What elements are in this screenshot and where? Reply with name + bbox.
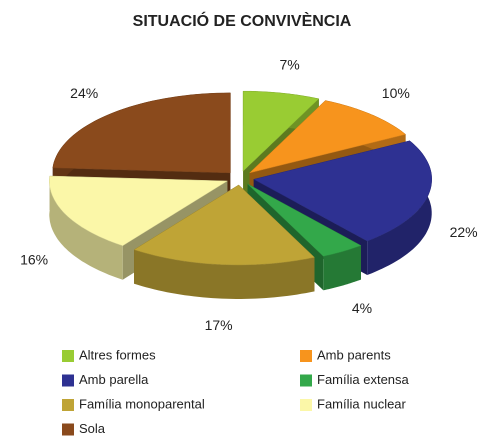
slice-side: [134, 249, 315, 299]
data-label: 7%: [279, 57, 299, 73]
data-label: 17%: [205, 317, 233, 333]
slice-top: [248, 100, 407, 174]
legend-swatch: [62, 399, 74, 411]
slice-top: [133, 184, 316, 266]
slice-top: [52, 92, 231, 174]
slice-top: [49, 175, 229, 246]
data-label: 24%: [70, 85, 98, 101]
legend-label: Amb parents: [317, 347, 391, 362]
legend-label: Sola: [79, 421, 106, 436]
data-label: 10%: [382, 85, 410, 101]
legend-swatch: [62, 423, 74, 436]
legend-label: Família nuclear: [317, 396, 407, 411]
chart-title: SITUACIÓ DE CONVIVÈNCIA: [133, 11, 352, 30]
legend-label: Família monoparental: [79, 396, 205, 411]
legend-swatch: [300, 399, 312, 411]
slice-top: [247, 183, 362, 257]
legend-label: Amb parella: [79, 372, 149, 387]
legend-swatch: [300, 374, 312, 387]
legend-swatch: [62, 374, 74, 387]
data-label: 4%: [352, 300, 372, 316]
legend-swatch: [62, 350, 74, 362]
slice-side: [323, 245, 361, 291]
slice-top: [242, 90, 320, 172]
slice-side: [49, 176, 123, 280]
legend-label: Família extensa: [317, 372, 410, 387]
slice: [133, 184, 316, 299]
legend-swatch: [300, 350, 312, 362]
legend-label: Altres formes: [79, 347, 156, 362]
slice-top: [253, 140, 432, 242]
data-label: 16%: [20, 252, 48, 268]
data-label: 22%: [450, 224, 478, 240]
